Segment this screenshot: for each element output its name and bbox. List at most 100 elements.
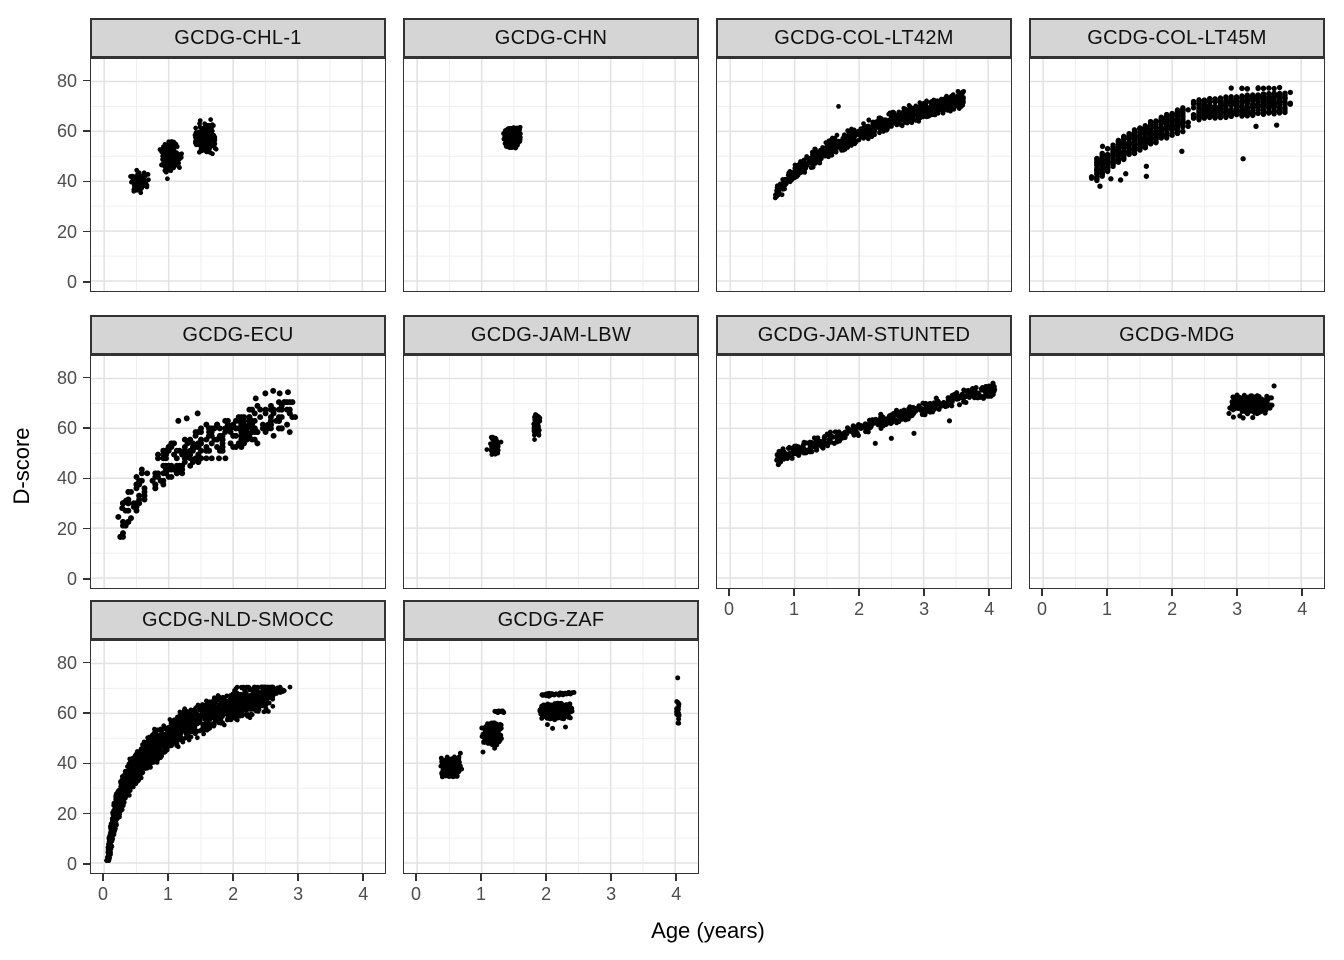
x-tick-label: 2 (1167, 599, 1178, 619)
x-axis-tick (988, 589, 990, 596)
x-axis-tick (480, 874, 482, 881)
x-tick-label: 3 (1232, 599, 1243, 619)
facet-plot-area-GCDG-MDG (1029, 355, 1325, 589)
y-tick-label: 80 (56, 70, 77, 91)
facet-plot-area-GCDG-COL-LT45M (1029, 58, 1325, 292)
x-axis-tick (1106, 589, 1108, 596)
x-axis-tick (167, 874, 169, 881)
facet-canvas (91, 59, 385, 291)
y-axis-tick (83, 863, 90, 865)
x-axis-tick (1041, 589, 1043, 596)
facet-canvas (404, 356, 698, 588)
x-axis-tick (1301, 589, 1303, 596)
x-axis-tick (415, 874, 417, 881)
x-axis-tick (793, 589, 795, 596)
y-axis-tick (83, 527, 90, 530)
y-axis-tick (83, 477, 90, 480)
facet-plot-area-GCDG-NLD-SMOCC (90, 640, 386, 874)
x-axis-tick (728, 589, 730, 596)
x-tick-label: 1 (789, 599, 800, 619)
facet-plot-area-GCDG-JAM-STUNTED (716, 355, 1012, 589)
x-axis-tick (362, 874, 364, 881)
x-tick-label: 2 (228, 884, 239, 904)
y-tick-label: 60 (56, 417, 77, 438)
facet-plot-area-GCDG-ECU (90, 355, 386, 589)
facet-label: GCDG-ECU (182, 323, 294, 346)
facet-label: GCDG-CHN (494, 26, 608, 49)
x-tick-label: 0 (97, 884, 108, 904)
x-axis-tick (102, 874, 104, 881)
x-axis-tick (610, 874, 612, 881)
x-tick-label: 4 (1297, 599, 1308, 619)
x-axis-tick (297, 874, 299, 881)
x-axis-tick (858, 589, 860, 596)
facet-plot-area-GCDG-COL-LT42M (716, 58, 1012, 292)
y-tick-label: 20 (56, 221, 77, 242)
x-tick-label: 3 (606, 884, 617, 904)
y-axis-tick (83, 712, 90, 714)
facet-canvas (1030, 59, 1324, 291)
x-axis-tick (545, 874, 547, 881)
x-tick-label: 2 (854, 599, 865, 619)
y-axis-tick (83, 762, 90, 765)
facet-strip: GCDG-ZAF (403, 600, 699, 640)
x-tick-label: 4 (358, 884, 369, 904)
facet-strip: GCDG-COL-LT42M (716, 18, 1012, 58)
x-axis-tick (923, 589, 925, 596)
x-axis-tick (675, 874, 677, 881)
facet-canvas (404, 641, 698, 873)
facet-label: GCDG-JAM-STUNTED (757, 323, 971, 346)
facet-label: GCDG-ZAF (497, 608, 605, 631)
facet-label: GCDG-COL-LT42M (774, 26, 954, 49)
y-axis-tick (83, 427, 90, 429)
y-axis-tick (83, 578, 90, 580)
y-tick-label: 80 (56, 367, 77, 388)
y-axis-tick (83, 281, 90, 283)
facet-label: GCDG-JAM-LBW (470, 323, 632, 346)
facet-plot-area-GCDG-CHL-1 (90, 58, 386, 292)
facet-canvas (1030, 356, 1324, 588)
x-tick-label: 1 (163, 884, 174, 904)
x-tick-label: 4 (984, 599, 995, 619)
y-axis-tick (83, 376, 90, 379)
x-axis-tick (1171, 589, 1173, 596)
y-axis-tick (83, 661, 90, 664)
x-tick-label: 0 (723, 599, 734, 619)
y-axis-title: D-score (9, 427, 34, 505)
facet-strip: GCDG-ECU (90, 315, 386, 355)
x-tick-label: 0 (1036, 599, 1047, 619)
y-tick-label: 40 (56, 171, 77, 192)
x-axis-title: Age (years) (651, 918, 765, 943)
facet-plot-area-GCDG-CHN (403, 58, 699, 292)
x-axis-tick (1236, 589, 1238, 596)
y-tick-label: 40 (56, 753, 77, 774)
y-tick-label: 20 (56, 803, 77, 824)
facet-canvas (91, 641, 385, 873)
facet-strip: GCDG-JAM-STUNTED (716, 315, 1012, 355)
y-tick-label: 0 (66, 853, 77, 874)
facet-strip: GCDG-CHL-1 (90, 18, 386, 58)
facet-plot-area-GCDG-ZAF (403, 640, 699, 874)
facet-strip: GCDG-COL-LT45M (1029, 18, 1325, 58)
x-tick-label: 2 (541, 884, 552, 904)
y-tick-label: 0 (66, 271, 77, 292)
facet-plot-area-GCDG-JAM-LBW (403, 355, 699, 589)
x-tick-label: 1 (476, 884, 487, 904)
facet-label: GCDG-MDG (1119, 323, 1235, 346)
y-tick-label: 60 (56, 702, 77, 723)
facet-canvas (404, 59, 698, 291)
y-axis-tick (83, 79, 90, 82)
x-tick-label: 3 (919, 599, 930, 619)
facet-strip: GCDG-JAM-LBW (403, 315, 699, 355)
x-tick-label: 3 (293, 884, 304, 904)
y-tick-label: 40 (56, 468, 77, 489)
y-axis-tick (83, 180, 90, 183)
y-axis-tick (83, 812, 90, 815)
facet-strip: GCDG-NLD-SMOCC (90, 600, 386, 640)
facet-label: GCDG-NLD-SMOCC (142, 608, 334, 631)
x-axis-tick (232, 874, 234, 881)
facet-label: GCDG-CHL-1 (174, 26, 302, 49)
facet-canvas (91, 356, 385, 588)
facet-strip: GCDG-CHN (403, 18, 699, 58)
